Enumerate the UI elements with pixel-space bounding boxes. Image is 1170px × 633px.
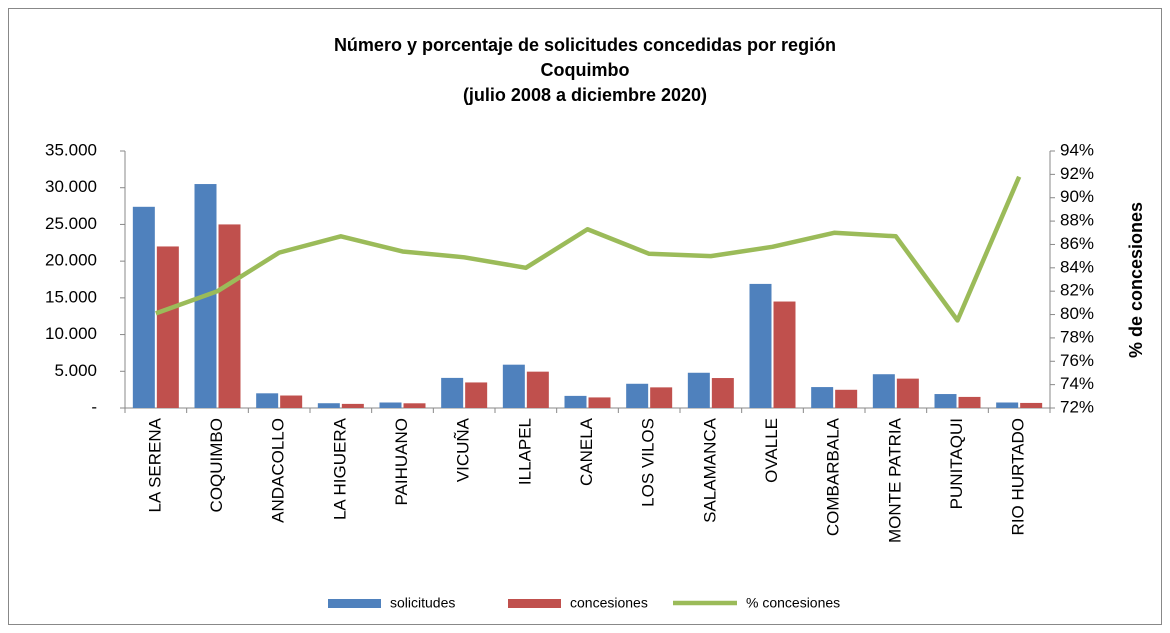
bar [996,402,1019,408]
chart-subtitle: Coquimbo [541,60,630,80]
x-tick-label: CANELA [577,417,596,486]
legend-label: % concesiones [746,595,840,611]
legend-label: solicitudes [390,595,455,611]
bar [835,389,858,408]
x-tick-label: PUNITAQUI [947,418,966,509]
x-tick-label: COQUIMBO [207,418,226,512]
y2-tick-label: 88% [1060,211,1094,230]
bar [379,402,402,408]
bar [403,403,426,408]
bar [564,395,587,408]
bar [896,378,919,408]
y2-tick-label: 76% [1060,351,1094,370]
bar [317,403,340,408]
legend-swatch [508,599,561,608]
bar [280,395,303,408]
y2-tick-label: 80% [1060,304,1094,323]
x-tick-label: LA HIGUERA [330,417,349,520]
bar [132,206,155,408]
y-tick-label: 35.000 [45,140,97,159]
bar [958,396,981,408]
y-tick-label: 25.000 [45,214,97,233]
y-tick-label: 5.000 [54,361,97,380]
x-tick-label: OVALLE [762,418,781,483]
y-tick-label: 30.000 [45,177,97,196]
y-tick-label: 20.000 [45,251,97,270]
x-tick-label: RIO HURTADO [1009,418,1028,535]
legend-swatch [328,599,381,608]
bar [341,403,364,408]
bar [588,397,611,408]
x-tick-label: PAIHUANO [392,418,411,506]
bar [872,374,895,408]
y2-tick-label: 78% [1060,327,1094,346]
bar [773,301,796,408]
y-tick-label: - [91,397,97,416]
y2-tick-label: 94% [1060,140,1094,159]
y2-tick-label: 74% [1060,374,1094,393]
bar [156,246,179,408]
y2-tick-label: 90% [1060,187,1094,206]
legend-label: concesiones [570,595,648,611]
x-tick-label: LA SERENA [145,417,164,512]
bar [441,377,464,408]
chart-title: Número y porcentaje de solicitudes conce… [334,35,836,55]
bar [526,371,549,408]
y2-tick-label: 86% [1060,234,1094,253]
y-tick-label: 10.000 [45,324,97,343]
x-tick-label: ANDACOLLO [269,418,288,523]
bar [502,364,525,408]
bar [256,393,279,408]
x-tick-label: ILLAPEL [515,418,534,485]
bar [711,378,734,408]
y2-tick-label: 82% [1060,281,1094,300]
y2-tick-label: 72% [1060,397,1094,416]
bar [218,224,241,408]
x-tick-label: LOS VILOS [639,418,658,507]
bar [811,387,834,408]
line-series [155,175,1022,323]
bar [650,387,673,408]
chart-subtitle: (julio 2008 a diciembre 2020) [463,85,707,105]
x-tick-label: COMBARBALA [824,417,843,536]
bar [749,283,772,408]
x-tick-label: SALAMANCA [700,417,719,523]
y2-tick-label: 92% [1060,164,1094,183]
bar [626,383,649,408]
y2-axis-title: % de concesiones [1126,202,1146,358]
bar [465,382,488,408]
x-tick-label: VICUÑA [454,417,473,482]
y-tick-label: 15.000 [45,287,97,306]
bar [687,372,710,408]
y2-tick-label: 84% [1060,257,1094,276]
x-tick-label: MONTE PATRIA [885,417,904,543]
bar [934,394,957,408]
bar [1020,402,1043,408]
